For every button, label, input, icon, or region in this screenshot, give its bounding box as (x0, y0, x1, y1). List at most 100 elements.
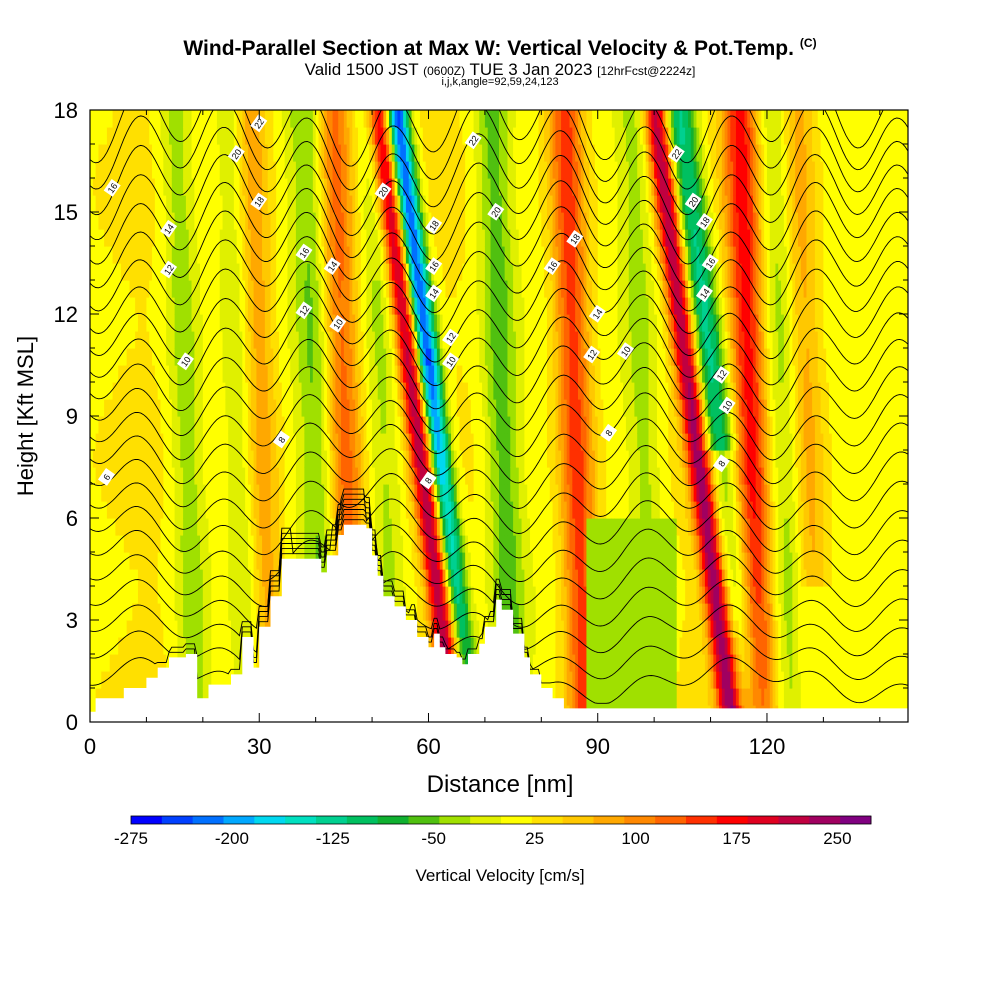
velocity-cell (143, 671, 148, 689)
velocity-cell (431, 331, 435, 349)
velocity-cell (191, 382, 195, 400)
velocity-cell (214, 144, 218, 162)
velocity-cell (191, 314, 195, 332)
velocity-cell (228, 501, 232, 519)
velocity-cell (369, 178, 373, 196)
velocity-cell (95, 382, 100, 400)
velocity-cell (315, 416, 320, 434)
velocity-cell (253, 433, 258, 451)
velocity-cell (315, 518, 320, 536)
velocity-cell (101, 535, 105, 553)
velocity-cell (301, 416, 305, 434)
velocity-cell (453, 314, 458, 332)
velocity-cell (256, 263, 260, 281)
velocity-cell (231, 127, 235, 145)
velocity-cell (357, 178, 362, 196)
velocity-cell (276, 399, 280, 417)
velocity-cell (225, 297, 229, 315)
velocity-cell (374, 501, 379, 519)
velocity-cell (315, 280, 320, 298)
velocity-cell (281, 127, 286, 145)
velocity-cell (312, 229, 317, 247)
velocity-cell (236, 195, 241, 213)
velocity-cell (332, 501, 336, 519)
velocity-cell (143, 484, 148, 502)
velocity-cell (197, 569, 201, 587)
velocity-cell (225, 348, 229, 366)
velocity-cell (436, 518, 441, 536)
velocity-cell (262, 331, 266, 349)
velocity-cell (216, 433, 221, 451)
velocity-cell (470, 212, 475, 230)
velocity-cell (270, 484, 274, 502)
velocity-cell (157, 280, 162, 298)
velocity-cell (293, 144, 297, 162)
velocity-cell (391, 365, 396, 383)
velocity-cell (453, 212, 458, 230)
velocity-cell (149, 552, 153, 570)
velocity-cell (380, 552, 384, 570)
velocity-cell (154, 518, 159, 536)
velocity-cell (95, 263, 100, 281)
velocity-cell (163, 416, 167, 434)
velocity-cell (470, 467, 475, 485)
velocity-cell (445, 365, 449, 383)
velocity-cell (315, 263, 320, 281)
velocity-cell (95, 297, 100, 315)
velocity-cell (403, 178, 407, 196)
velocity-cell (287, 331, 291, 349)
velocity-cell (168, 552, 173, 570)
velocity-cell (473, 484, 478, 502)
velocity-cell (400, 195, 404, 213)
velocity-cell (287, 246, 291, 264)
velocity-cell (253, 637, 258, 655)
velocity-cell (132, 620, 136, 638)
velocity-cell (231, 195, 235, 213)
velocity-cell (338, 110, 342, 128)
velocity-cell (332, 144, 336, 162)
velocity-cell (214, 501, 218, 519)
velocity-cell (121, 382, 125, 400)
velocity-cell (177, 569, 181, 587)
velocity-cell (200, 246, 204, 264)
velocity-cell (101, 161, 105, 179)
velocity-cell (436, 620, 441, 638)
velocity-cell (185, 620, 190, 638)
velocity-cell (197, 127, 201, 145)
velocity-cell (239, 501, 243, 519)
velocity-cell (143, 212, 148, 230)
velocity-cell (256, 178, 260, 196)
velocity-cell (298, 127, 303, 145)
velocity-cell (374, 144, 379, 162)
velocity-cell (284, 144, 289, 162)
velocity-cell (422, 314, 427, 332)
velocity-cell (394, 229, 399, 247)
velocity-cell (92, 433, 97, 451)
velocity-cell (253, 263, 258, 281)
velocity-cell (411, 178, 415, 196)
velocity-cell (180, 637, 184, 655)
velocity-cell (200, 297, 204, 315)
velocity-cell (355, 467, 359, 485)
velocity-cell (228, 144, 232, 162)
velocity-cell (177, 314, 181, 332)
velocity-cell (222, 263, 226, 281)
velocity-cell (341, 263, 345, 281)
velocity-cell (98, 382, 102, 400)
velocity-cell (428, 229, 432, 247)
velocity-cell (191, 637, 195, 655)
velocity-cell (132, 195, 136, 213)
velocity-cell (329, 229, 334, 247)
velocity-cell (152, 348, 156, 366)
velocity-cell (126, 569, 131, 587)
velocity-cell (408, 178, 413, 196)
velocity-cell (411, 280, 415, 298)
velocity-cell (467, 603, 472, 621)
velocity-cell (222, 382, 226, 400)
velocity-cell (408, 518, 413, 536)
velocity-cell (202, 348, 207, 366)
velocity-cell (341, 297, 345, 315)
velocity-cell (143, 399, 148, 417)
velocity-cell (90, 654, 94, 672)
velocity-cell (197, 212, 201, 230)
